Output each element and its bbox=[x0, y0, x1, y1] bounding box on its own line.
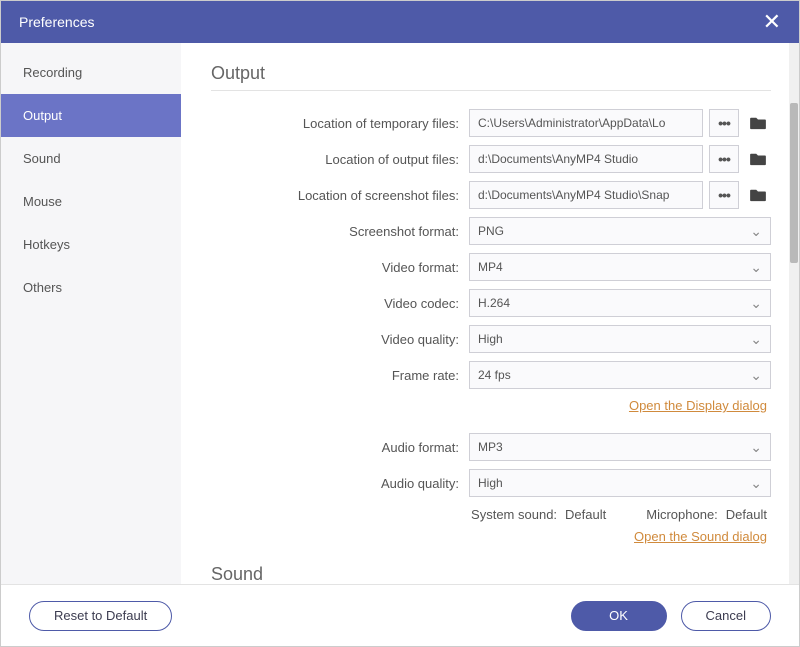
sidebar-item-output[interactable]: Output bbox=[1, 94, 181, 137]
row-audio-quality: Audio quality: High ⌄ bbox=[211, 469, 771, 497]
row-video-format: Video format: MP4 ⌄ bbox=[211, 253, 771, 281]
input-screenshot-files[interactable]: d:\Documents\AnyMP4 Studio\Snap bbox=[469, 181, 703, 209]
open-screenshot-folder-button[interactable] bbox=[745, 181, 771, 209]
scrollbar-thumb[interactable] bbox=[790, 103, 798, 263]
chevron-down-icon: ⌄ bbox=[750, 367, 762, 384]
label-audio-format: Audio format: bbox=[211, 440, 469, 455]
content-wrap: Output Location of temporary files: C:\U… bbox=[181, 43, 799, 584]
label-microphone: Microphone: bbox=[646, 507, 718, 522]
select-frame-rate[interactable]: 24 fps ⌄ bbox=[469, 361, 771, 389]
window-body: Recording Output Sound Mouse Hotkeys Oth… bbox=[1, 43, 799, 584]
browse-output-button[interactable]: ••• bbox=[709, 145, 739, 173]
cancel-button[interactable]: Cancel bbox=[681, 601, 771, 631]
sidebar-item-recording[interactable]: Recording bbox=[1, 51, 181, 94]
select-value: MP4 bbox=[478, 260, 503, 274]
label-screenshot-format: Screenshot format: bbox=[211, 224, 469, 239]
section-title-sound: Sound bbox=[211, 564, 771, 584]
sidebar-item-others[interactable]: Others bbox=[1, 266, 181, 309]
window-title: Preferences bbox=[19, 14, 94, 30]
row-audio-format: Audio format: MP3 ⌄ bbox=[211, 433, 771, 461]
sidebar: Recording Output Sound Mouse Hotkeys Oth… bbox=[1, 43, 181, 584]
select-video-codec[interactable]: H.264 ⌄ bbox=[469, 289, 771, 317]
row-output-files: Location of output files: d:\Documents\A… bbox=[211, 145, 771, 173]
open-output-folder-button[interactable] bbox=[745, 145, 771, 173]
reset-to-default-button[interactable]: Reset to Default bbox=[29, 601, 172, 631]
row-screenshot-files: Location of screenshot files: d:\Documen… bbox=[211, 181, 771, 209]
content: Output Location of temporary files: C:\U… bbox=[181, 43, 789, 584]
chevron-down-icon: ⌄ bbox=[750, 295, 762, 312]
row-video-codec: Video codec: H.264 ⌄ bbox=[211, 289, 771, 317]
sidebar-item-hotkeys[interactable]: Hotkeys bbox=[1, 223, 181, 266]
info-row-sound-defaults: System sound: Default Microphone: Defaul… bbox=[211, 507, 771, 522]
folder-icon bbox=[749, 152, 767, 166]
section-title-output: Output bbox=[211, 63, 771, 84]
select-video-format[interactable]: MP4 ⌄ bbox=[469, 253, 771, 281]
open-temp-folder-button[interactable] bbox=[745, 109, 771, 137]
select-value: PNG bbox=[478, 224, 504, 238]
label-temp-files: Location of temporary files: bbox=[211, 116, 469, 131]
select-value: High bbox=[478, 332, 503, 346]
preferences-window: Preferences ✕ Recording Output Sound Mou… bbox=[0, 0, 800, 647]
chevron-down-icon: ⌄ bbox=[750, 439, 762, 456]
label-screenshot-files: Location of screenshot files: bbox=[211, 188, 469, 203]
browse-screenshot-button[interactable]: ••• bbox=[709, 181, 739, 209]
label-output-files: Location of output files: bbox=[211, 152, 469, 167]
link-open-display-dialog[interactable]: Open the Display dialog bbox=[629, 398, 767, 413]
chevron-down-icon: ⌄ bbox=[750, 331, 762, 348]
select-value: H.264 bbox=[478, 296, 510, 310]
link-row-sound: Open the Sound dialog bbox=[211, 528, 771, 546]
label-system-sound: System sound: bbox=[471, 507, 557, 522]
row-video-quality: Video quality: High ⌄ bbox=[211, 325, 771, 353]
label-video-quality: Video quality: bbox=[211, 332, 469, 347]
section-divider bbox=[211, 90, 771, 91]
scrollbar[interactable] bbox=[789, 43, 799, 584]
close-icon[interactable]: ✕ bbox=[763, 9, 781, 35]
input-temp-files[interactable]: C:\Users\Administrator\AppData\Lo bbox=[469, 109, 703, 137]
chevron-down-icon: ⌄ bbox=[750, 223, 762, 240]
browse-temp-button[interactable]: ••• bbox=[709, 109, 739, 137]
label-frame-rate: Frame rate: bbox=[211, 368, 469, 383]
select-value: High bbox=[478, 476, 503, 490]
row-frame-rate: Frame rate: 24 fps ⌄ bbox=[211, 361, 771, 389]
sidebar-item-mouse[interactable]: Mouse bbox=[1, 180, 181, 223]
input-output-files[interactable]: d:\Documents\AnyMP4 Studio bbox=[469, 145, 703, 173]
label-video-format: Video format: bbox=[211, 260, 469, 275]
value-microphone: Default bbox=[726, 507, 767, 522]
chevron-down-icon: ⌄ bbox=[750, 475, 762, 492]
folder-icon bbox=[749, 188, 767, 202]
label-audio-quality: Audio quality: bbox=[211, 476, 469, 491]
row-temp-files: Location of temporary files: C:\Users\Ad… bbox=[211, 109, 771, 137]
select-audio-quality[interactable]: High ⌄ bbox=[469, 469, 771, 497]
folder-icon bbox=[749, 116, 767, 130]
chevron-down-icon: ⌄ bbox=[750, 259, 762, 276]
label-video-codec: Video codec: bbox=[211, 296, 469, 311]
sidebar-item-sound[interactable]: Sound bbox=[1, 137, 181, 180]
select-video-quality[interactable]: High ⌄ bbox=[469, 325, 771, 353]
footer: Reset to Default OK Cancel bbox=[1, 584, 799, 646]
row-screenshot-format: Screenshot format: PNG ⌄ bbox=[211, 217, 771, 245]
select-screenshot-format[interactable]: PNG ⌄ bbox=[469, 217, 771, 245]
ok-button[interactable]: OK bbox=[571, 601, 667, 631]
link-row-display: Open the Display dialog bbox=[211, 397, 771, 415]
select-audio-format[interactable]: MP3 ⌄ bbox=[469, 433, 771, 461]
select-value: 24 fps bbox=[478, 368, 511, 382]
value-system-sound: Default bbox=[565, 507, 606, 522]
link-open-sound-dialog[interactable]: Open the Sound dialog bbox=[634, 529, 767, 544]
titlebar: Preferences ✕ bbox=[1, 1, 799, 43]
select-value: MP3 bbox=[478, 440, 503, 454]
